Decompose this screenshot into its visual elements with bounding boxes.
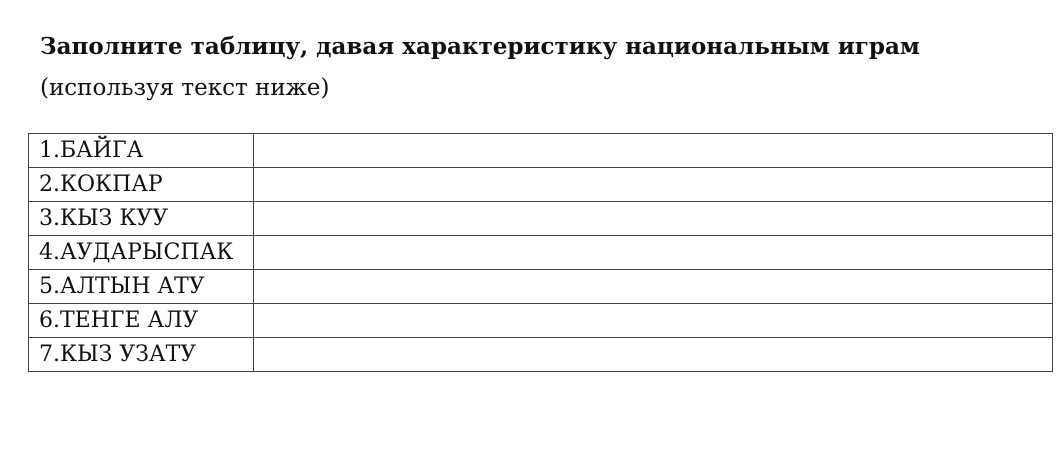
description-cell[interactable] (253, 167, 1053, 202)
page-subtitle: (используя текст ниже) (40, 75, 330, 101)
table-row: 6.ТЕНГЕ АЛУ (28, 303, 1053, 338)
games-table: 1.БАЙГА 2.КОКПАР 3.КЫЗ КУУ 4.АУДАРЫСПАК … (28, 133, 1053, 372)
game-name-cell: 4.АУДАРЫСПАК (28, 235, 254, 270)
description-cell[interactable] (253, 133, 1053, 168)
game-name-cell: 3.КЫЗ КУУ (28, 201, 254, 236)
description-cell[interactable] (253, 337, 1053, 372)
page-title: Заполните таблицу, давая характеристику … (40, 33, 920, 60)
table-row: 2.КОКПАР (28, 167, 1053, 202)
description-cell[interactable] (253, 269, 1053, 304)
description-cell[interactable] (253, 201, 1053, 236)
table-row: 1.БАЙГА (28, 133, 1053, 168)
game-name-cell: 7.КЫЗ УЗАТУ (28, 337, 254, 372)
game-name-cell: 2.КОКПАР (28, 167, 254, 202)
game-name-cell: 1.БАЙГА (28, 133, 254, 168)
table-row: 7.КЫЗ УЗАТУ (28, 337, 1053, 372)
game-name-cell: 6.ТЕНГЕ АЛУ (28, 303, 254, 338)
table-row: 4.АУДАРЫСПАК (28, 235, 1053, 270)
game-name-cell: 5.АЛТЫН АТУ (28, 269, 254, 304)
description-cell[interactable] (253, 235, 1053, 270)
table-row: 3.КЫЗ КУУ (28, 201, 1053, 236)
description-cell[interactable] (253, 303, 1053, 338)
table-row: 5.АЛТЫН АТУ (28, 269, 1053, 304)
